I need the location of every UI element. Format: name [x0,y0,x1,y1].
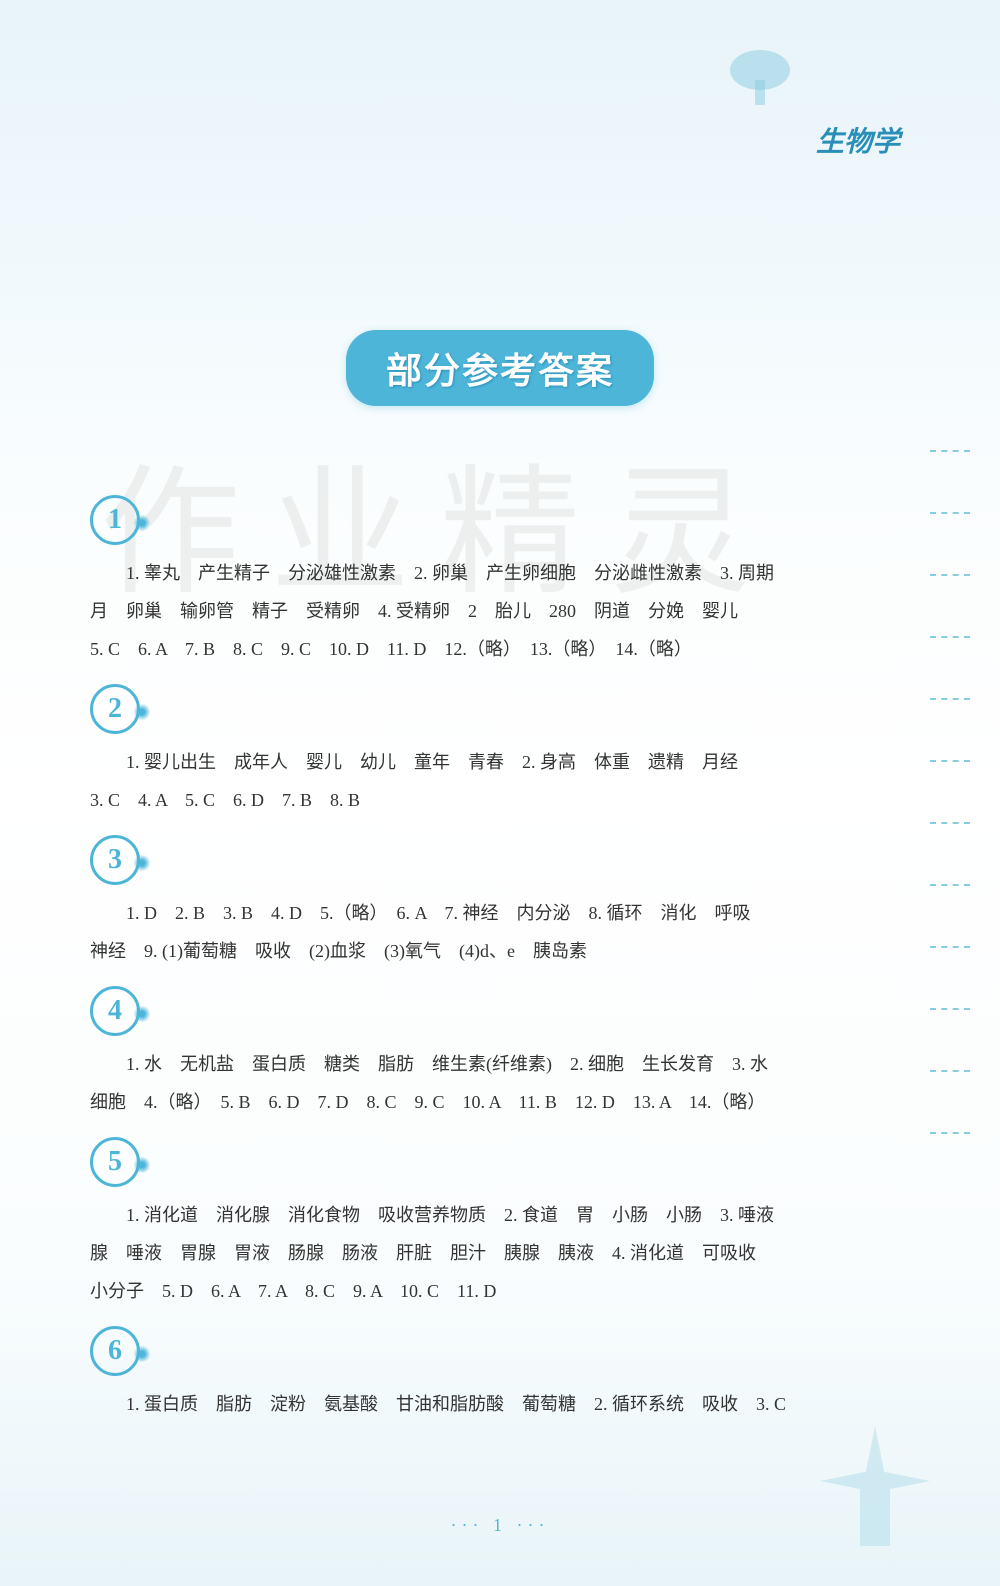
section-number-6: 6 [90,1326,140,1376]
content-area: 1 1. 睾丸 产生精子 分泌雄性激素 2. 卵巢 产生卵细胞 分泌雌性激素 3… [90,480,910,1424]
answer-text: 月 卵巢 输卵管 精子 受精卵 4. 受精卵 2 胎儿 280 阴道 分娩 婴儿 [90,593,910,629]
section-5: 5 1. 消化道 消化腺 消化食物 吸收营养物质 2. 食道 胃 小肠 小肠 3… [90,1122,910,1309]
side-dashes [930,450,970,1194]
answer-text: 小分子 5. D 6. A 7. A 8. C 9. A 10. C 11. D [90,1273,910,1309]
answer-text: 细胞 4.（略） 5. B 6. D 7. D 8. C 9. C 10. A … [90,1084,910,1120]
section-3: 3 1. D 2. B 3. B 4. D 5.（略） 6. A 7. 神经 内… [90,820,910,969]
section-number-3: 3 [90,835,140,885]
answer-text: 腺 唾液 胃腺 胃液 肠腺 肠液 肝脏 胆汁 胰腺 胰液 4. 消化道 可吸收 [90,1235,910,1271]
section-number-2: 2 [90,684,140,734]
answer-text: 1. 消化道 消化腺 消化食物 吸收营养物质 2. 食道 胃 小肠 小肠 3. … [90,1197,910,1233]
section-number-4: 4 [90,986,140,1036]
answer-text: 1. 水 无机盐 蛋白质 糖类 脂肪 维生素(纤维素) 2. 细胞 生长发育 3… [90,1046,910,1082]
answer-text: 5. C 6. A 7. B 8. C 9. C 10. D 11. D 12.… [90,631,910,667]
answer-text: 1. 婴儿出生 成年人 婴儿 幼儿 童年 青春 2. 身高 体重 遗精 月经 [90,744,910,780]
section-4: 4 1. 水 无机盐 蛋白质 糖类 脂肪 维生素(纤维素) 2. 细胞 生长发育… [90,971,910,1120]
windmill-decoration [800,1406,950,1556]
title-banner: 部分参考答案 [346,330,654,406]
title-text: 部分参考答案 [386,351,614,391]
subject-label: 生物学 [816,120,900,160]
answer-text: 神经 9. (1)葡萄糖 吸收 (2)血浆 (3)氧气 (4)d、e 胰岛素 [90,933,910,969]
page-number: ··· 1 ··· [451,1515,550,1536]
answer-text: 1. 睾丸 产生精子 分泌雄性激素 2. 卵巢 产生卵细胞 分泌雌性激素 3. … [90,555,910,591]
mushroom-decoration [720,40,800,120]
section-number-5: 5 [90,1137,140,1187]
section-number-1: 1 [90,495,140,545]
section-6: 6 1. 蛋白质 脂肪 淀粉 氨基酸 甘油和脂肪酸 葡萄糖 2. 循环系统 吸收… [90,1311,910,1422]
answer-text: 1. 蛋白质 脂肪 淀粉 氨基酸 甘油和脂肪酸 葡萄糖 2. 循环系统 吸收 3… [90,1386,910,1422]
section-1: 1 1. 睾丸 产生精子 分泌雄性激素 2. 卵巢 产生卵细胞 分泌雌性激素 3… [90,480,910,667]
answer-text: 1. D 2. B 3. B 4. D 5.（略） 6. A 7. 神经 内分泌… [90,895,910,931]
section-2: 2 1. 婴儿出生 成年人 婴儿 幼儿 童年 青春 2. 身高 体重 遗精 月经… [90,669,910,818]
answer-text: 3. C 4. A 5. C 6. D 7. B 8. B [90,782,910,818]
